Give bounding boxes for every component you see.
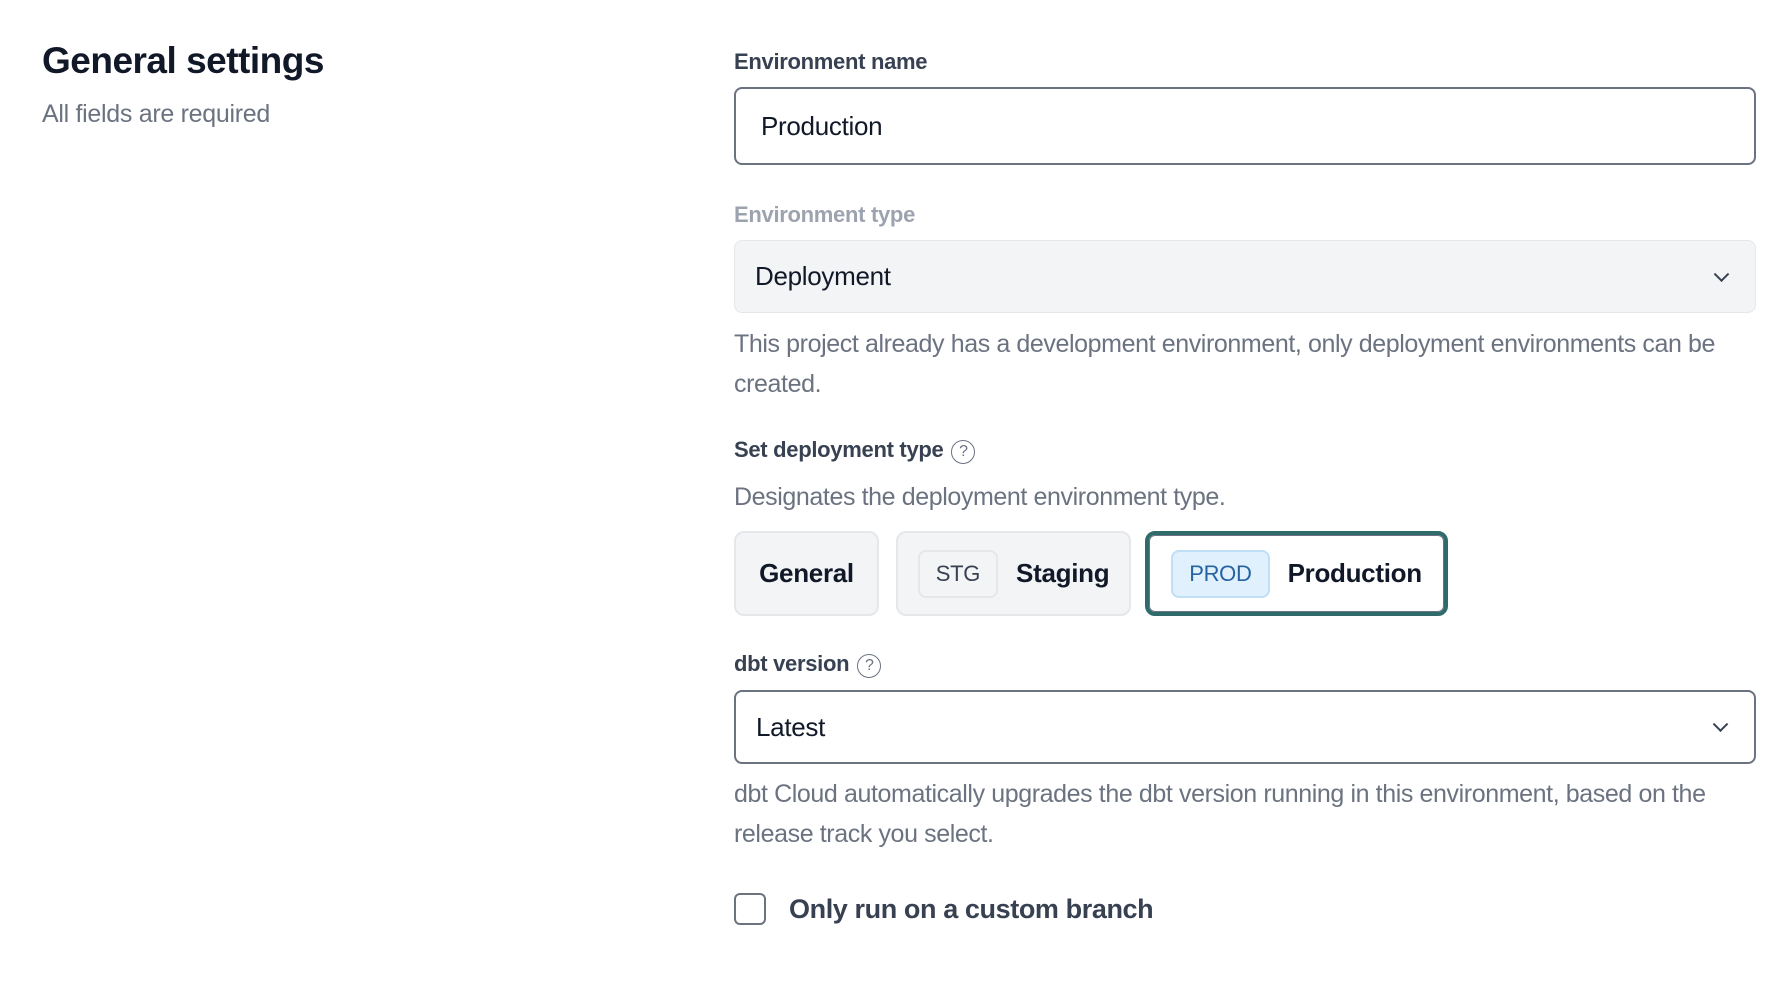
deployment-type-option-production[interactable]: PROD Production	[1145, 531, 1448, 616]
dbt-version-select[interactable]: Latest	[734, 690, 1756, 764]
environment-name-input[interactable]: Production	[734, 87, 1756, 165]
option-label: Staging	[1016, 558, 1110, 588]
option-label: General	[759, 558, 854, 588]
dbt-version-value: Latest	[756, 711, 826, 742]
option-label: Production	[1287, 558, 1423, 588]
chevron-down-icon	[1712, 716, 1729, 733]
chevron-down-icon	[1713, 265, 1730, 282]
environment-name-label: Environment name	[734, 49, 928, 74]
custom-branch-label[interactable]: Only run on a custom branch	[789, 894, 1154, 924]
deployment-type-label: Set deployment type	[734, 437, 944, 462]
environment-type-value: Deployment	[755, 261, 891, 291]
deployment-type-option-general[interactable]: General	[734, 531, 879, 616]
dbt-version-label: dbt version	[734, 651, 850, 676]
deployment-type-label-row: Set deployment type?	[734, 437, 976, 464]
dbt-version-help: dbt Cloud automatically upgrades the dbt…	[734, 780, 1706, 848]
dbt-version-label-row: dbt version?	[734, 651, 882, 678]
stg-badge: STG	[917, 549, 999, 598]
deployment-type-option-staging[interactable]: STG Staging	[896, 531, 1131, 616]
environment-type-help: This project already has a development e…	[734, 330, 1716, 398]
prod-badge: PROD	[1171, 549, 1270, 598]
question-circle-icon[interactable]: ?	[857, 654, 882, 678]
environment-name-value: Production	[761, 110, 883, 141]
page-subtitle: All fields are required	[42, 100, 270, 128]
environment-type-label: Environment type	[734, 202, 916, 227]
question-circle-icon[interactable]: ?	[951, 440, 976, 464]
page-title: General settings	[42, 40, 324, 81]
deployment-type-description: Designates the deployment environment ty…	[734, 483, 1226, 511]
environment-type-select: Deployment	[734, 240, 1756, 313]
custom-branch-checkbox[interactable]	[734, 893, 766, 925]
